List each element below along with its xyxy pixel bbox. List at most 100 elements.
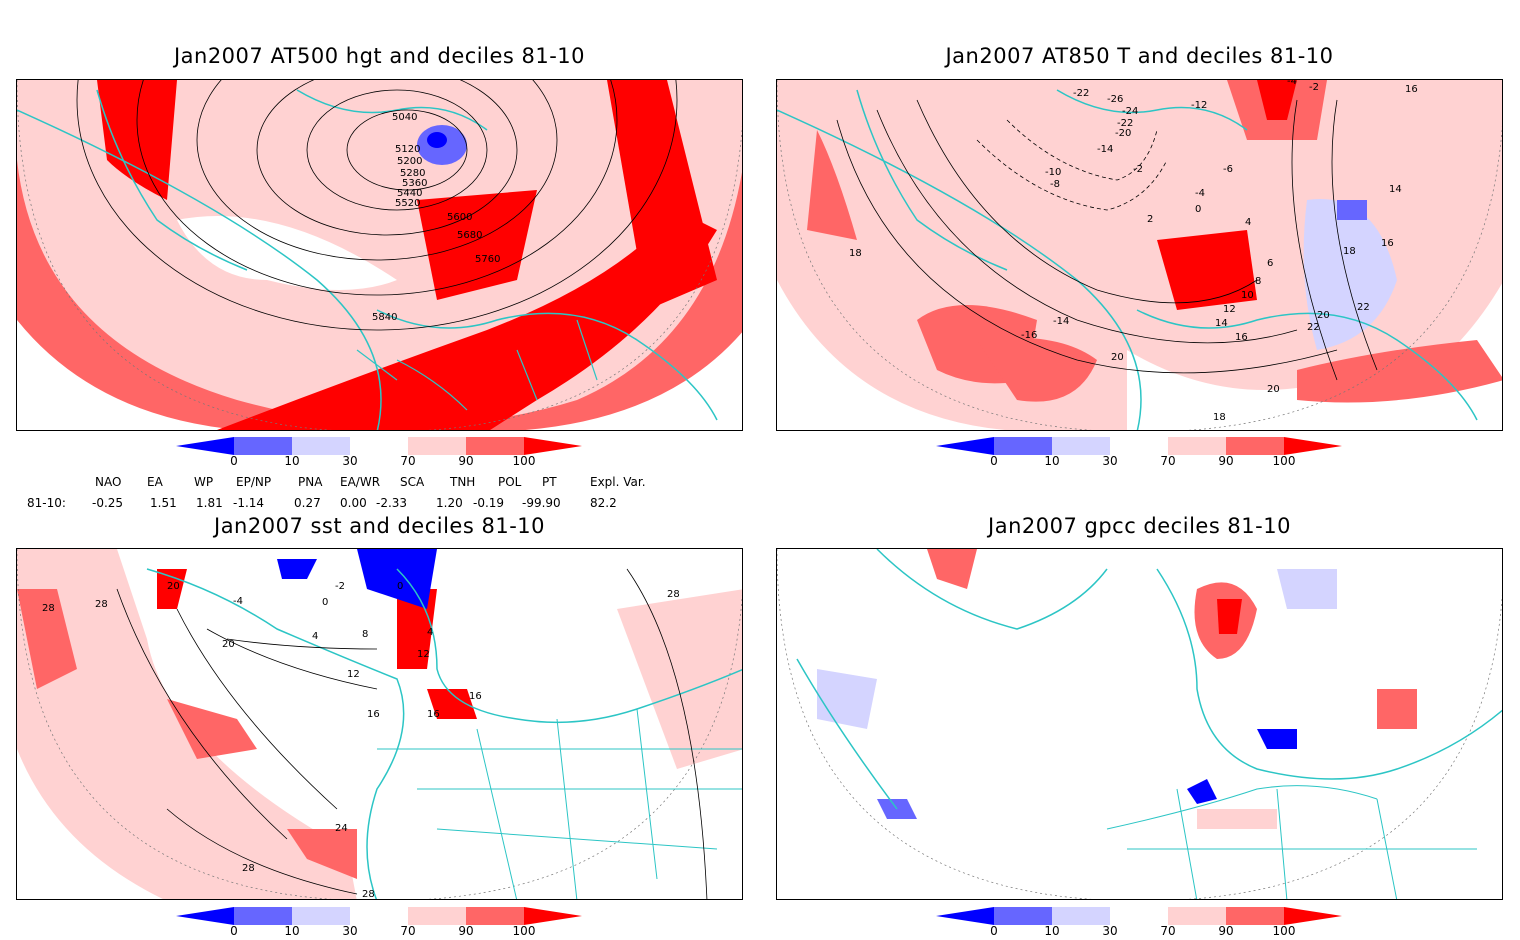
contour-line-negative (976, 139, 1168, 211)
index-header: EA (147, 475, 163, 489)
contour-line-negative (1006, 119, 1158, 181)
coastline (777, 109, 1142, 430)
contour-line (226, 638, 378, 650)
colorbar-tick: 0 (990, 924, 998, 938)
contour-label: 2 (1147, 214, 1153, 225)
colorbar-tick: 10 (284, 924, 300, 938)
contour-label: 5600 (447, 212, 472, 223)
index-header: Expl. Var. (590, 475, 646, 489)
colorbar-at850: 0 10 30 70 90 100 (936, 437, 1346, 468)
index-header: WP (194, 475, 214, 489)
map-sst-svg: 28 28 20 20 0 0 4 4 8 12 16 16 16 24 28 … (17, 549, 742, 899)
contour-label: 10 (1241, 290, 1254, 301)
colorbar-svg (176, 907, 582, 925)
decile-area-70-90 (617, 589, 742, 769)
contour-label: 16 (469, 691, 482, 702)
decile-area-90-100 (1377, 689, 1417, 729)
contour-label: 0 (322, 597, 328, 608)
contour-label: 5760 (475, 254, 500, 265)
contour-line (876, 109, 1298, 344)
contour-label: 18 (1343, 246, 1356, 257)
colorbar-at500: 0 10 30 70 90 100 (176, 437, 586, 468)
contour-label: 4 (312, 631, 318, 642)
colorbar-tick: 70 (400, 454, 416, 468)
decile-area-gt100-med (427, 689, 477, 719)
decile-area-min-sahara (1187, 779, 1217, 804)
contour-line (206, 628, 378, 690)
index-row-label: 81-10: (27, 496, 66, 510)
contour-label: -8 (1050, 179, 1060, 190)
decile-area-min-sahara (1257, 729, 1297, 749)
decile-area-70-90 (1197, 809, 1277, 829)
coastline (396, 568, 742, 724)
index-header: SCA (400, 475, 425, 489)
panel-title-at500: Jan2007 AT500 hgt and deciles 81-10 (173, 44, 586, 68)
contour-label: -22 (1073, 88, 1089, 99)
contour-label: 12 (1223, 304, 1236, 315)
decile-area-min-greenland (427, 132, 447, 148)
colorbar-tick: 30 (342, 454, 358, 468)
colorbar-tick: 10 (1044, 924, 1060, 938)
index-value-epnp: -1.14 (233, 496, 265, 510)
index-header: POL (498, 475, 522, 489)
index-value-tnh: 1.20 (436, 496, 463, 510)
map-at850-svg: -26 -22 -24 -22 -20 -14 -12 -10 -8 -6 -4… (777, 80, 1502, 430)
colorbar-tick: 0 (230, 454, 238, 468)
colorbar-tick: 100 (512, 454, 536, 468)
contour-label: 5680 (457, 230, 482, 241)
contour-label: 5280 (400, 168, 425, 179)
contour-label: 8 (362, 629, 368, 640)
colorbar-tick: 100 (1272, 924, 1296, 938)
contour-label: 28 (667, 589, 680, 600)
index-value-pna: 0.27 (294, 496, 321, 510)
contour-label: -2 (1309, 82, 1319, 93)
decile-area-90-100 (927, 549, 977, 589)
decile-area-gt100-alaska (97, 80, 177, 200)
contour-label: 6 (1267, 258, 1273, 269)
index-header: NAO (95, 475, 122, 489)
contour-label: 14 (1215, 318, 1228, 329)
contour-label: -4 (233, 596, 243, 607)
contour-label: 0 (397, 581, 403, 592)
contour-label: 22 (1357, 302, 1370, 313)
contour-label: 5520 (395, 198, 420, 209)
decile-area-90-100 (807, 130, 857, 240)
decile-area-10-30-blue (1337, 200, 1367, 220)
colorbar-svg (936, 907, 1342, 925)
index-header: TNH (450, 475, 476, 489)
decile-area-gt100-arctic (1257, 80, 1297, 120)
contour-label: 5440 (397, 188, 422, 199)
decile-area-90-100 (1297, 340, 1502, 403)
contour-label: 5360 (402, 178, 427, 189)
contour-label: 4 (1245, 217, 1251, 228)
decile-area-30-70-blue (1303, 199, 1397, 350)
contour-label: 16 (1235, 332, 1248, 343)
contour-label: -6 (1223, 164, 1233, 175)
map-panel-gpcc (776, 548, 1503, 900)
colorbar-tick: 90 (458, 454, 474, 468)
decile-area-white-atlantic (177, 216, 397, 290)
contour-label: -4 (1287, 80, 1297, 87)
index-value-explvar: 82.2 (590, 496, 617, 510)
decile-area-gt100-europe (417, 190, 537, 300)
colorbar-tick: 0 (990, 454, 998, 468)
index-header: PNA (298, 475, 323, 489)
contour-label: 16 (427, 709, 440, 720)
colorbar-tick: 30 (342, 924, 358, 938)
map-panel-at850: -26 -22 -24 -22 -20 -14 -12 -10 -8 -6 -4… (776, 79, 1503, 431)
index-header: EA/WR (340, 475, 381, 489)
contour-label: -2 (1133, 164, 1143, 175)
contour-line (1291, 99, 1338, 381)
decile-area-gt100-europe (1217, 599, 1242, 634)
contour-line (626, 568, 708, 899)
colorbar-tick: 90 (1218, 924, 1234, 938)
decile-area-90-100 (17, 589, 77, 689)
contour-label: 18 (1213, 412, 1226, 423)
border-lines (377, 708, 742, 899)
contour-label: 22 (1307, 322, 1320, 333)
index-header: EP/NP (236, 475, 272, 489)
colorbar-tick: 100 (1272, 454, 1296, 468)
contour-line (306, 89, 488, 211)
contour-line (116, 588, 288, 840)
coastline (1156, 568, 1502, 780)
